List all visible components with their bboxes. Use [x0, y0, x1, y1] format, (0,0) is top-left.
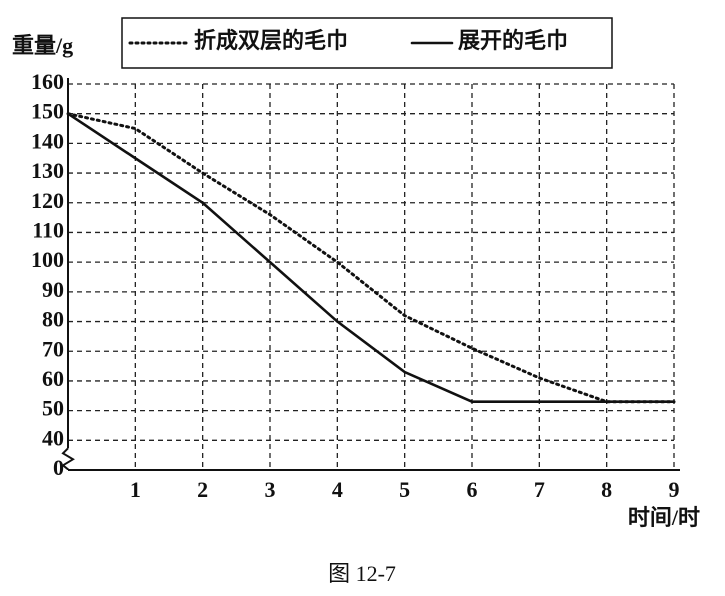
y-tick-label: 160 — [31, 69, 64, 94]
caption: 图 12-7 — [328, 561, 396, 586]
y-tick-label: 70 — [42, 336, 64, 361]
series-line — [66, 112, 676, 404]
y-tick-label: 130 — [31, 158, 64, 183]
y-tick-label: 60 — [42, 366, 64, 391]
axis-break — [61, 447, 75, 471]
x-tick-label: 5 — [399, 477, 410, 502]
x-tick-label: 1 — [130, 477, 141, 502]
y-tick-label: 150 — [31, 99, 64, 124]
legend-box — [121, 17, 613, 69]
y-tick-label: 120 — [31, 188, 64, 213]
x-tick-label: 8 — [601, 477, 612, 502]
x-tick-label: 7 — [534, 477, 545, 502]
y-tick-label: 100 — [31, 247, 64, 272]
y-tick-label: 90 — [42, 277, 64, 302]
x-tick-label: 3 — [265, 477, 276, 502]
x-axis-label: 时间/时 — [628, 505, 700, 530]
x-tick-label: 6 — [467, 477, 478, 502]
y-tick-label: 0 — [53, 455, 64, 480]
y-tick-label: 40 — [42, 425, 64, 450]
y-tick-label: 140 — [31, 128, 64, 153]
y-tick-label: 80 — [42, 307, 64, 332]
legend-label: 展开的毛巾 — [458, 28, 568, 53]
y-tick-label: 50 — [42, 396, 64, 421]
y-tick-label: 110 — [32, 218, 64, 243]
series-line — [66, 112, 676, 404]
x-tick-label: 9 — [669, 477, 680, 502]
x-tick-label: 4 — [332, 477, 343, 502]
x-tick-label: 2 — [197, 477, 208, 502]
y-axis-label: 重量/g — [12, 33, 73, 58]
legend-label: 折成双层的毛巾 — [194, 28, 348, 53]
